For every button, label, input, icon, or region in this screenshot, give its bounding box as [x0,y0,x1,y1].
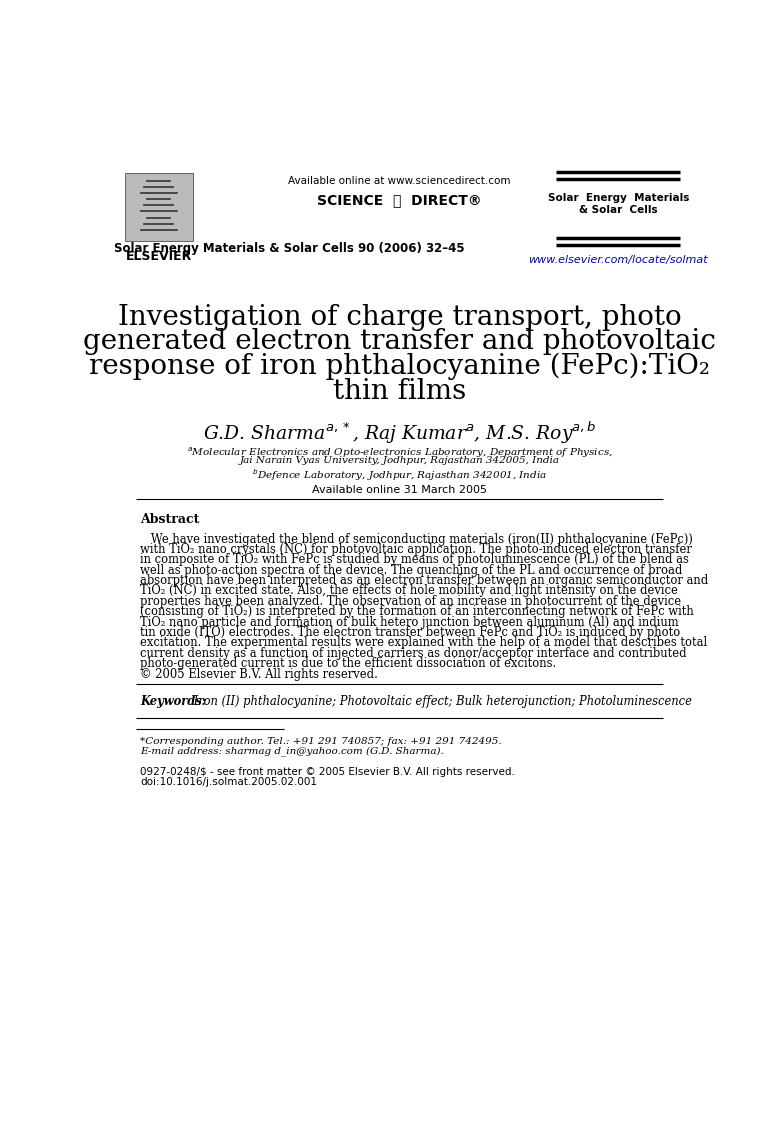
Text: current density as a function of injected carriers as donor/acceptor interface a: current density as a function of injecte… [140,647,686,659]
Text: (consisting of TiO₂) is interpreted by the formation of an interconnecting netwo: (consisting of TiO₂) is interpreted by t… [140,605,694,619]
Text: Jai Narain Vyas University, Jodhpur, Rajasthan 342005, India: Jai Narain Vyas University, Jodhpur, Raj… [239,457,560,466]
Text: tin oxide (ITO) electrodes. The electron transfer between FePc and TiO₂ is induc: tin oxide (ITO) electrodes. The electron… [140,627,680,639]
Text: photo-generated current is due to the efficient dissociation of excitons.: photo-generated current is due to the ef… [140,657,556,671]
Text: SCIENCE  ⓐ  DIRECT®: SCIENCE ⓐ DIRECT® [317,193,482,207]
Text: excitation. The experimental results were explained with the help of a model tha: excitation. The experimental results wer… [140,637,707,649]
Text: properties have been analyzed. The observation of an increase in photocurrent of: properties have been analyzed. The obser… [140,595,681,608]
Text: Solar Energy Materials & Solar Cells 90 (2006) 32–45: Solar Energy Materials & Solar Cells 90 … [115,242,465,255]
Text: absorption have been interpreted as an electron transfer between an organic semi: absorption have been interpreted as an e… [140,574,708,587]
Text: ELSEVIER: ELSEVIER [126,250,192,263]
Text: doi:10.1016/j.solmat.2005.02.001: doi:10.1016/j.solmat.2005.02.001 [140,777,317,787]
Text: generated electron transfer and photovoltaic: generated electron transfer and photovol… [83,329,716,356]
Text: E-mail address: sharmag d_in@yahoo.com (G.D. Sharma).: E-mail address: sharmag d_in@yahoo.com (… [140,747,444,757]
Text: thin films: thin films [333,377,466,404]
Text: We have investigated the blend of semiconducting materials (iron(II) phthalocyan: We have investigated the blend of semico… [140,533,693,545]
Bar [125,173,193,240]
Text: © 2005 Elsevier B.V. All rights reserved.: © 2005 Elsevier B.V. All rights reserved… [140,667,378,681]
Text: *Corresponding author. Tel.: +91 291 740857; fax: +91 291 742495.: *Corresponding author. Tel.: +91 291 740… [140,736,502,746]
Text: with TiO₂ nano crystals (NC) for photovoltaic application. The photo-induced ele: with TiO₂ nano crystals (NC) for photovo… [140,543,692,556]
Text: well as photo-action spectra of the device. The quenching of the PL and occurren: well as photo-action spectra of the devi… [140,564,682,577]
Text: in composite of TiO₂ with FePc is studied by means of photoluminescence (PL) of : in composite of TiO₂ with FePc is studie… [140,553,689,566]
Text: Investigation of charge transport, photo: Investigation of charge transport, photo [118,304,682,331]
Text: Keywords:: Keywords: [140,695,206,708]
Text: Solar  Energy  Materials
& Solar  Cells: Solar Energy Materials & Solar Cells [548,193,689,214]
Text: $^b$Defence Laboratory, Jodhpur, Rajasthan 342001, India: $^b$Defence Laboratory, Jodhpur, Rajasth… [252,467,548,483]
Text: $^a$Molecular Electronics and Opto-electronics Laboratory, Department of Physics: $^a$Molecular Electronics and Opto-elect… [186,445,613,460]
Text: Available online 31 March 2005: Available online 31 March 2005 [312,485,488,495]
Text: TiO₂ (NC) in excited state. Also, the effects of hole mobility and light intensi: TiO₂ (NC) in excited state. Also, the ef… [140,585,678,597]
Text: 0927-0248/$ - see front matter © 2005 Elsevier B.V. All rights reserved.: 0927-0248/$ - see front matter © 2005 El… [140,767,515,777]
Text: www.elsevier.com/locate/solmat: www.elsevier.com/locate/solmat [529,255,708,265]
Text: Iron (II) phthalocyanine; Photovoltaic effect; Bulk heterojunction; Photolumines: Iron (II) phthalocyanine; Photovoltaic e… [190,695,692,708]
Text: G.D. Sharma$^{a,*}$, Raj Kumar$^{a}$, M.S. Roy$^{a,b}$: G.D. Sharma$^{a,*}$, Raj Kumar$^{a}$, M.… [203,419,597,445]
Text: TiO₂ nano particle and formation of bulk hetero junction between aluminum (Al) a: TiO₂ nano particle and formation of bulk… [140,615,679,629]
Text: Abstract: Abstract [140,513,200,526]
Text: Available online at www.sciencedirect.com: Available online at www.sciencedirect.co… [289,176,511,186]
Text: response of iron phthalocyanine (FePc):TiO₂: response of iron phthalocyanine (FePc):T… [89,353,711,381]
